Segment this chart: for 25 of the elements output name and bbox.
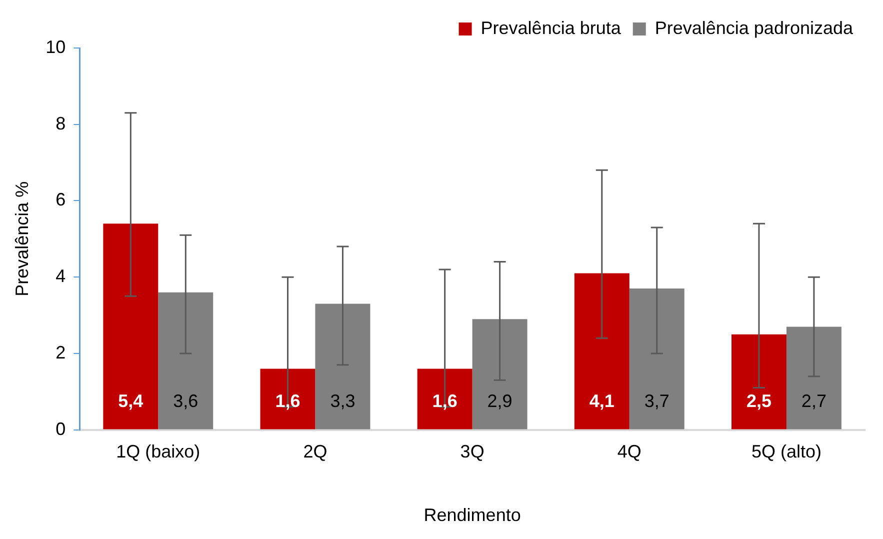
data-label: 1,6 [432, 390, 458, 411]
data-label: 2,5 [746, 390, 772, 411]
y-tick-label: 8 [56, 113, 66, 134]
y-tick-label: 6 [56, 190, 66, 210]
data-label: 2,9 [487, 390, 512, 411]
x-tick-label: 4Q [617, 442, 642, 462]
y-tick-label: 2 [56, 342, 66, 362]
y-tick-label: 10 [46, 36, 66, 57]
legend-label: Prevalência padronizada [654, 18, 854, 38]
x-tick-label: 1Q (baixo) [116, 442, 200, 462]
data-label: 3,7 [644, 390, 670, 411]
y-tick-label: 4 [56, 266, 66, 286]
y-tick-label: 0 [56, 418, 66, 439]
data-label: 3,3 [330, 390, 356, 411]
data-label: 2,7 [801, 390, 826, 411]
x-axis-title: Rendimento [424, 505, 521, 526]
data-label: 1,6 [275, 390, 300, 411]
x-tick-label: 5Q (alto) [751, 442, 822, 462]
data-label: 5,4 [118, 390, 144, 411]
y-axis-title: Prevalência % [12, 181, 32, 296]
x-tick-label: 3Q [460, 442, 484, 462]
x-tick-label: 2Q [303, 442, 328, 462]
data-label: 3,6 [173, 390, 198, 411]
legend-label: Prevalência bruta [480, 18, 622, 38]
data-label: 4,1 [589, 390, 614, 411]
